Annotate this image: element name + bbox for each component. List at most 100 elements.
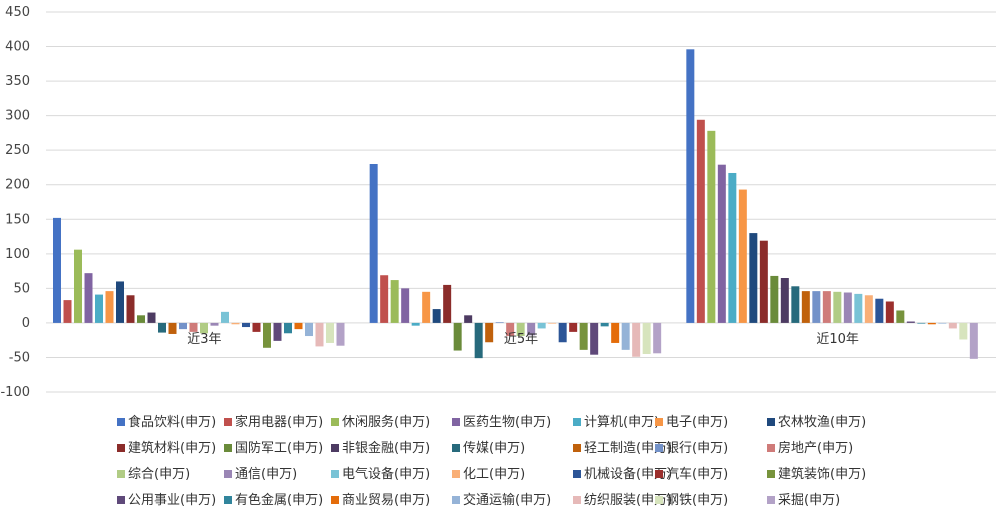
legend-label: 纺织服装(申万) (584, 493, 672, 508)
bar (717, 164, 726, 323)
bar (189, 322, 198, 332)
legend-swatch (767, 444, 775, 452)
bar (621, 322, 630, 350)
legend-label: 轻工制造(申万) (584, 441, 672, 456)
bar (231, 322, 240, 325)
bar (474, 322, 483, 359)
bar (464, 315, 473, 323)
bar (137, 315, 145, 323)
bar (959, 322, 968, 340)
bar (896, 310, 905, 323)
bar (537, 322, 546, 329)
bar (653, 322, 662, 354)
bar (336, 322, 345, 346)
legend-swatch (573, 444, 581, 452)
bar (611, 322, 620, 343)
legend-label: 建筑材料(申万) (128, 440, 216, 456)
bar (263, 322, 271, 348)
bar (749, 233, 758, 323)
bar (938, 322, 947, 324)
legend-label: 房地产(申万) (778, 440, 853, 456)
x-axis: 近3年 近5年 近10年 (187, 332, 859, 347)
y-tick-label: 100 (5, 247, 30, 262)
bar (632, 322, 641, 357)
legend-swatch (331, 444, 339, 452)
legend-label: 家用电器(申万) (235, 414, 323, 430)
bar (906, 321, 915, 323)
legend-label: 公用事业(申万) (128, 493, 216, 508)
legend-swatch (117, 418, 125, 426)
legend-swatch (117, 470, 125, 478)
legend-swatch (331, 470, 339, 478)
bar (200, 322, 208, 334)
legend-label: 电气设备(申万) (342, 466, 430, 482)
legend-label: 计算机(申万) (584, 415, 659, 430)
bar (854, 293, 863, 323)
bar (728, 172, 737, 323)
bar (158, 322, 166, 333)
bar (948, 322, 957, 329)
legend-label: 国防军工(申万) (235, 440, 323, 456)
bar (326, 322, 334, 343)
x-category-label: 近5年 (504, 332, 538, 347)
bar (759, 240, 768, 323)
legend-swatch (767, 470, 775, 478)
legend-label: 采掘(申万) (778, 493, 840, 508)
y-tick-label: 50 (13, 281, 30, 296)
bar (369, 164, 378, 323)
bar (927, 322, 936, 325)
legend-swatch (224, 444, 232, 452)
legend-label: 钢铁(申万) (666, 493, 728, 508)
bar (242, 322, 250, 328)
legend-label: 汽车(申万) (666, 466, 728, 482)
bar (569, 322, 578, 332)
bar (738, 189, 747, 323)
y-tick-label: 400 (5, 40, 30, 55)
bar (686, 49, 695, 323)
legend-swatch (452, 470, 460, 478)
bar (590, 322, 599, 355)
legend-label: 综合(申万) (128, 467, 190, 482)
bar (707, 130, 716, 323)
bar (74, 249, 82, 323)
legend-swatch (117, 444, 125, 452)
x-category-label: 近10年 (816, 332, 859, 347)
legend-label: 银行(申万) (666, 441, 728, 456)
bar (63, 300, 72, 323)
legend-swatch (452, 496, 460, 504)
legend-swatch (655, 444, 663, 452)
bar (116, 281, 124, 323)
legend-label: 农林牧渔(申万) (778, 415, 866, 430)
bar (600, 322, 609, 327)
legend-swatch (573, 496, 581, 504)
bar (801, 291, 810, 323)
bar (791, 286, 800, 323)
legend-swatch (224, 496, 232, 504)
y-tick-label: 450 (5, 5, 30, 20)
y-tick-label: -100 (0, 385, 30, 400)
bar (422, 291, 431, 323)
legend-swatch (117, 496, 125, 504)
legend-label: 机械设备(申万) (584, 466, 672, 482)
legend-swatch (655, 496, 663, 504)
bar (527, 322, 536, 336)
x-category-label: 近3年 (187, 332, 221, 347)
bar (696, 119, 705, 323)
y-tick-label: 200 (5, 178, 30, 193)
bar (917, 322, 926, 324)
bar (401, 288, 410, 323)
legend-label: 交通运输(申万) (463, 492, 551, 508)
legend-swatch (767, 418, 775, 426)
legend-label: 电子(申万) (666, 415, 728, 430)
legend-swatch (331, 418, 339, 426)
bar (210, 322, 219, 326)
bar (105, 291, 114, 323)
bar (495, 322, 504, 323)
bar (390, 280, 399, 323)
y-tick-label: 350 (5, 74, 30, 89)
legend-label: 传媒(申万) (463, 441, 525, 456)
bar (770, 275, 779, 323)
legend-label: 建筑装饰(申万) (778, 466, 866, 482)
bar (380, 275, 389, 323)
